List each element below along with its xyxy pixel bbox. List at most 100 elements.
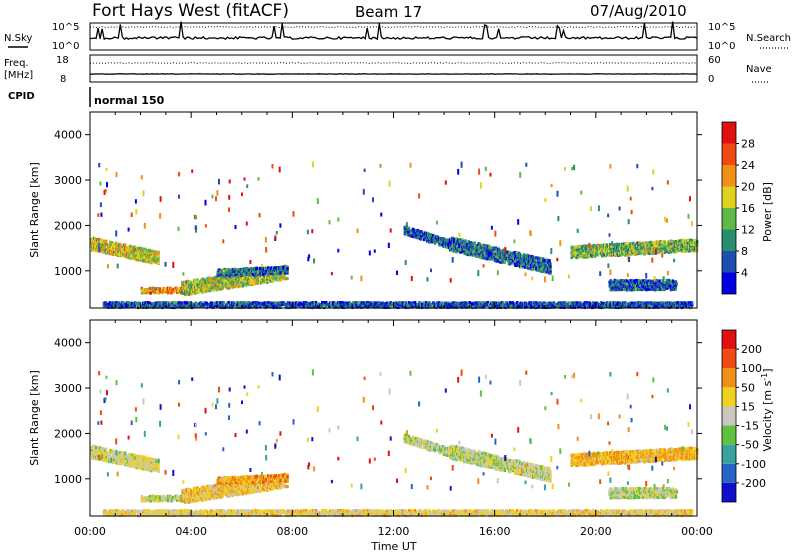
- power-echo-cell: [497, 247, 501, 251]
- freq-label-line1: Freq.: [4, 58, 29, 69]
- power-echo-cell: [466, 251, 469, 255]
- power-echo-cell: [687, 214, 690, 219]
- power-echo-cell: [306, 229, 309, 235]
- power-echo-cell: [100, 246, 103, 250]
- power-echo-cell: [182, 272, 185, 276]
- power-x-ticks: [89, 112, 698, 308]
- power-echo-cell: [208, 289, 211, 293]
- power-echo-cell: [444, 180, 447, 185]
- power-echo-cell: [439, 305, 442, 309]
- power-echo-cell: [532, 303, 535, 307]
- power-echo-cell: [196, 278, 199, 282]
- power-echo-cell: [192, 291, 195, 295]
- power-echo-cell: [258, 301, 261, 305]
- power-echo-cell: [265, 266, 268, 270]
- power-echo-cell: [642, 279, 645, 283]
- power-echo-cell: [404, 229, 407, 234]
- power-echo-cell: [659, 301, 662, 305]
- power-echo-cell: [546, 258, 549, 262]
- power-echo-cell: [632, 288, 636, 292]
- power-echo-cell: [407, 230, 411, 234]
- power-echo-cell: [337, 248, 340, 253]
- power-echo-cell: [621, 279, 625, 283]
- nsearch-label: N.Search: [746, 33, 791, 44]
- power-echo-cell: [531, 276, 534, 281]
- power-echo-cell: [420, 230, 424, 234]
- power-echo-cell: [601, 301, 604, 305]
- power-echo-cell: [473, 241, 476, 245]
- power-echo-cell: [307, 256, 310, 262]
- power-echo-cell: [538, 269, 541, 273]
- power-echo-cell: [409, 229, 413, 233]
- power-echo-cell: [674, 280, 678, 284]
- power-echo-cell: [609, 269, 612, 275]
- power-echo-cell: [191, 169, 194, 173]
- power-echo-cell: [520, 261, 523, 266]
- power-echo-cell: [597, 243, 600, 248]
- power-echo-cell: [504, 247, 507, 254]
- power-echo-cell: [252, 282, 256, 286]
- power-echo-cell: [414, 229, 418, 233]
- power-echo-cell: [251, 276, 255, 280]
- power-echo-cell: [228, 207, 230, 213]
- power-echo-cell: [111, 241, 114, 245]
- power-echo-cell: [674, 286, 678, 290]
- power-echo-cell: [607, 213, 610, 218]
- power-echo-cell: [603, 305, 606, 309]
- power-echo-cell: [172, 261, 175, 269]
- power-echo-cell: [215, 196, 217, 202]
- power-echo-cell: [245, 221, 248, 226]
- power-echo-cell: [352, 301, 355, 305]
- power-echo-cell: [490, 257, 493, 261]
- power-echo-cell: [472, 253, 475, 257]
- power-echo-cell: [285, 303, 288, 307]
- cpid-mode: normal 150: [94, 94, 165, 107]
- nave-trace: [89, 62, 698, 64]
- power-echo-cell: [357, 303, 360, 307]
- power-echo-cell: [186, 301, 189, 305]
- power-echo-cell: [478, 168, 481, 175]
- power-ytick-label: 2000: [54, 219, 82, 232]
- power-echo-cell: [132, 251, 135, 255]
- power-echo-cell: [265, 247, 268, 253]
- power-echo-cell: [274, 266, 277, 270]
- power-echo-cell: [631, 301, 634, 305]
- power-echo-cell: [92, 248, 95, 252]
- power-echo-cell: [666, 218, 668, 223]
- power-echo-cell: [660, 240, 663, 244]
- power-echo-cell: [99, 202, 102, 208]
- power-echo-cell: [177, 226, 180, 232]
- power-echo-cell: [666, 180, 669, 185]
- power-echo-cell: [284, 267, 287, 271]
- power-echo-cell: [524, 255, 527, 260]
- power-echo-cell: [183, 301, 186, 305]
- power-echo-cell: [110, 249, 113, 255]
- power-echo-cell: [124, 243, 127, 247]
- power-echo-cell: [246, 283, 250, 287]
- power-echo-cell: [166, 290, 170, 294]
- power-echo-cell: [409, 231, 413, 235]
- power-echo-cell: [186, 305, 189, 309]
- power-echo-cell: [548, 259, 551, 263]
- power-echo-cell: [610, 280, 613, 284]
- power-echo-cell: [178, 171, 181, 177]
- power-echo-cell: [543, 259, 546, 263]
- power-echo-cell: [431, 234, 435, 238]
- power-echo-cell: [486, 301, 490, 305]
- power-echo-cell: [630, 210, 633, 215]
- power-echo-cell: [690, 301, 694, 305]
- power-echo-cell: [98, 242, 101, 246]
- power-echo-cell: [626, 185, 629, 192]
- power-echo-cell: [668, 248, 672, 252]
- power-echo-cell: [488, 245, 491, 249]
- cpid-panel: CPID normal 150: [8, 87, 165, 107]
- power-echo-cell: [484, 247, 487, 251]
- power-echo-cell: [108, 301, 112, 305]
- power-echo-cell: [279, 305, 282, 309]
- nsky-frame: [89, 22, 698, 51]
- power-echo-cell: [595, 250, 599, 254]
- power-echo-cell: [234, 225, 237, 230]
- power-echo-cell: [120, 244, 123, 248]
